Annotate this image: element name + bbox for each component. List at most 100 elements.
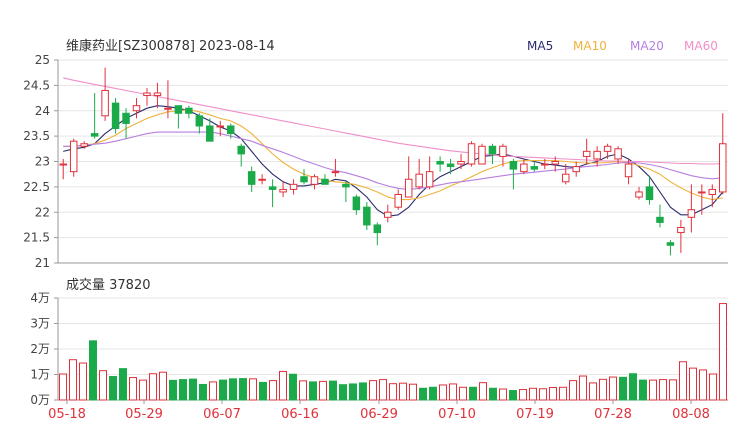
candle-body bbox=[509, 161, 518, 170]
date-tick-label: 05-29 bbox=[125, 407, 163, 422]
candle-body bbox=[279, 188, 287, 193]
price-tick-label: 22.5 bbox=[23, 180, 50, 194]
volume-bar bbox=[279, 370, 287, 401]
volume-bar bbox=[649, 379, 657, 401]
candle-body bbox=[698, 191, 706, 194]
volume-bar bbox=[319, 380, 327, 401]
candle-body bbox=[111, 102, 120, 130]
volume-bar bbox=[689, 367, 697, 401]
candle-body bbox=[237, 145, 245, 155]
volume-bar bbox=[519, 389, 527, 401]
candle bbox=[614, 146, 622, 165]
candle bbox=[582, 138, 591, 165]
date-tick-label: 08-08 bbox=[672, 407, 710, 422]
candle-body bbox=[90, 133, 99, 137]
volume-tick-label: 0万 bbox=[30, 393, 50, 407]
volume-bar bbox=[439, 384, 447, 401]
volume-bar bbox=[479, 382, 487, 401]
candle bbox=[415, 158, 423, 190]
line-ma5 bbox=[63, 105, 724, 217]
volume-bar bbox=[109, 376, 117, 401]
volume-bar bbox=[529, 387, 537, 401]
candle bbox=[384, 204, 392, 223]
candle bbox=[719, 113, 727, 195]
volume-bar bbox=[249, 378, 257, 401]
candle-body bbox=[69, 140, 78, 173]
candle bbox=[446, 158, 455, 175]
candle bbox=[143, 87, 151, 106]
candle-body bbox=[666, 242, 675, 246]
price-tick-label: 24.5 bbox=[23, 78, 50, 92]
volume-bar bbox=[229, 378, 237, 401]
candle bbox=[101, 67, 109, 121]
candle bbox=[289, 179, 298, 195]
volume-bar bbox=[489, 387, 497, 401]
candle bbox=[561, 164, 570, 185]
volume-bar bbox=[139, 379, 147, 401]
candle-body bbox=[185, 107, 193, 114]
legend-ma5: MA5 bbox=[527, 39, 553, 53]
volume-tick-label: 2万 bbox=[30, 342, 50, 356]
candle bbox=[635, 186, 643, 200]
candle bbox=[394, 189, 402, 210]
legend-ma20: MA20 bbox=[630, 39, 664, 53]
volume-bar bbox=[59, 373, 67, 401]
date-tick-label: 06-07 bbox=[203, 407, 241, 422]
candle bbox=[258, 174, 266, 185]
candle bbox=[687, 184, 696, 233]
candle bbox=[164, 80, 172, 119]
candle bbox=[509, 158, 518, 190]
candle-body bbox=[247, 171, 256, 185]
candle-body bbox=[499, 145, 507, 157]
volume-bar bbox=[69, 359, 77, 401]
candle-body bbox=[582, 150, 591, 157]
candle bbox=[645, 176, 654, 205]
candle-body bbox=[216, 125, 225, 128]
volume-bar bbox=[509, 390, 517, 401]
candle bbox=[185, 105, 193, 119]
candle-body bbox=[488, 145, 497, 155]
price-tick-label: 25 bbox=[35, 53, 50, 67]
volume-bar bbox=[179, 379, 187, 401]
candle-body bbox=[384, 211, 392, 218]
volume-bar bbox=[79, 362, 87, 401]
volume-bar bbox=[599, 378, 607, 401]
date-tick-label: 06-16 bbox=[281, 407, 319, 422]
candle-body bbox=[153, 92, 162, 97]
candle-body bbox=[373, 224, 382, 234]
volume-bar bbox=[699, 369, 707, 401]
candle-body bbox=[300, 176, 308, 183]
candle bbox=[478, 143, 486, 165]
volume-bar bbox=[159, 371, 167, 401]
line-ma10 bbox=[63, 109, 723, 201]
volume-bar bbox=[499, 388, 507, 401]
date-axis: 05-18 05-29 06-07 06-16 06-29 07-10 07-19 07-28… bbox=[48, 400, 710, 422]
ma-legend: MA5 MA10 MA20 MA60 bbox=[527, 39, 718, 53]
price-axis: 25 24.5 24 23.5 23 22.5 22 21.5 21 bbox=[23, 53, 728, 270]
candlesticks bbox=[59, 67, 727, 256]
candle bbox=[541, 158, 549, 170]
candle-body bbox=[425, 171, 434, 188]
candle-body bbox=[226, 125, 235, 135]
volume-bar bbox=[219, 379, 227, 401]
candle-body bbox=[331, 171, 340, 174]
candle-body bbox=[268, 186, 277, 190]
candle-body bbox=[467, 143, 476, 165]
volume-bar bbox=[269, 380, 277, 401]
volume-bar bbox=[169, 379, 177, 401]
volume-bar bbox=[559, 386, 567, 401]
candle-body bbox=[457, 161, 465, 165]
price-tick-label: 21 bbox=[35, 256, 50, 270]
volume-bar bbox=[149, 373, 157, 401]
moving-average-lines bbox=[63, 77, 724, 217]
candle-body bbox=[289, 183, 298, 190]
candle-body bbox=[645, 186, 654, 201]
candle-body bbox=[363, 206, 371, 226]
candle bbox=[677, 219, 685, 253]
volume-bar bbox=[329, 380, 337, 401]
candle bbox=[90, 92, 99, 139]
candle-body bbox=[603, 145, 612, 152]
candle bbox=[153, 82, 162, 109]
line-ma60 bbox=[63, 77, 723, 165]
